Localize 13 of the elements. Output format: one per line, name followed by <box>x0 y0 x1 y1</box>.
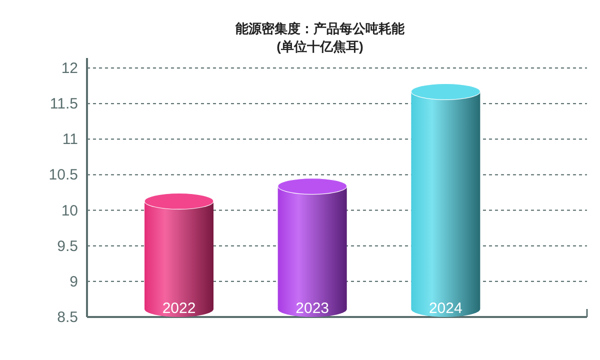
y-tick-label: 9 <box>70 273 78 290</box>
y-tick-label: 10 <box>61 202 78 220</box>
y-tick-label: 11.5 <box>50 96 78 113</box>
y-tick-label: 8.5 <box>57 309 78 326</box>
x-tick-label: 2023 <box>296 300 330 317</box>
chart-title: 能源密集度：产品每公吨耗能 <box>236 21 406 36</box>
x-tick-label: 2022 <box>162 300 196 317</box>
y-tick-label: 9.5 <box>57 238 78 255</box>
y-tick-label: 11 <box>62 131 78 148</box>
y-tick-label: 10.5 <box>48 166 78 184</box>
x-tick-label: 2024 <box>428 300 462 317</box>
y-tick-label: 12 <box>61 60 78 77</box>
chart-subtitle: (单位十亿焦耳) <box>276 39 364 54</box>
